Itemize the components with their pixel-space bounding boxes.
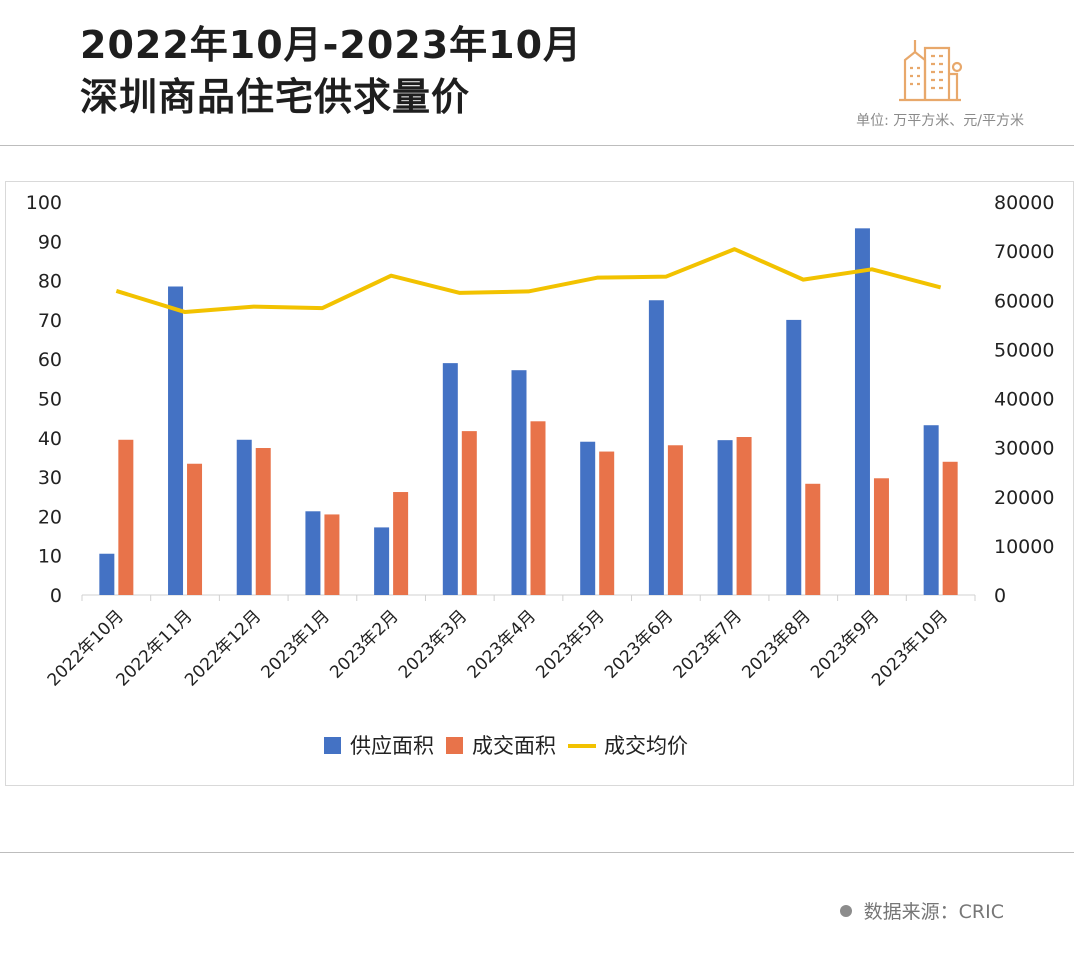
y-left-tick-label: 20: [38, 506, 62, 528]
y-left-tick-label: 70: [38, 310, 62, 332]
y-right-tick-label: 20000: [994, 487, 1054, 509]
y-right-tick-label: 40000: [994, 389, 1054, 411]
line-price: [115, 247, 942, 315]
bullet-icon: [839, 904, 852, 917]
legend-label: 成交面积: [472, 734, 556, 758]
unit-label: 单位: 万平方米、元/平方米: [856, 113, 1024, 129]
x-tick-label: 2023年4月: [464, 606, 540, 682]
y-left-tick-label: 60: [38, 349, 62, 371]
y-left-tick-label: 50: [38, 389, 62, 411]
legend-swatch-deal: [446, 737, 463, 754]
bar-supply: [442, 363, 458, 595]
x-tick-label: 2023年6月: [601, 606, 677, 682]
bar-deal: [118, 439, 134, 595]
legend-label: 供应面积: [350, 734, 434, 758]
chart-title-line1: 2022年10月-2023年10月: [80, 23, 583, 67]
y-right-tick-label: 0: [994, 585, 1006, 607]
source-label: 数据来源：CRIC: [863, 901, 1004, 923]
bar-deal: [873, 478, 889, 595]
y-left-tick-label: 30: [38, 467, 62, 489]
bar-deal: [667, 445, 683, 595]
bar-deal: [393, 492, 409, 595]
y-left-tick-label: 10: [38, 546, 62, 568]
chart-title-line2: 深圳商品住宅供求量价: [80, 75, 471, 119]
bar-deal: [736, 437, 752, 595]
bar-deal: [461, 431, 477, 595]
bar-supply: [236, 439, 252, 595]
y-left-tick-label: 0: [50, 585, 62, 607]
legend-swatch-supply: [324, 737, 341, 754]
bar-deal: [324, 514, 340, 595]
x-tick-label: 2023年5月: [532, 606, 608, 682]
bar-deal: [187, 463, 203, 595]
legend-label: 成交均价: [604, 734, 688, 758]
bar-supply: [168, 286, 184, 595]
x-tick-label: 2023年7月: [670, 606, 746, 682]
bar-supply: [511, 370, 527, 595]
data-source: 数据来源：CRIC: [839, 897, 1004, 924]
y-right-tick-label: 70000: [994, 241, 1054, 263]
combo-chart: 0 10 20 30 40 50 60 70 80 90 100 0 10000 20000 30000 40…: [26, 192, 1055, 758]
bar-supply: [854, 228, 870, 595]
building-icon: [895, 34, 965, 104]
bar-supply: [923, 425, 939, 595]
bar-deal: [255, 448, 271, 595]
footer-divider: [0, 852, 1074, 853]
bar-supply: [648, 300, 664, 595]
bar-deal: [530, 421, 546, 595]
y-right-tick-label: 30000: [994, 438, 1054, 460]
bar-supply: [99, 553, 115, 595]
y-right-tick-label: 60000: [994, 290, 1054, 312]
bar-supply: [786, 319, 802, 595]
y-left-tick-label: 40: [38, 428, 62, 450]
x-tick-label: 2023年3月: [395, 606, 471, 682]
bar-deal: [599, 451, 615, 595]
bar-supply: [717, 440, 733, 595]
y-right-tick-label: 10000: [994, 536, 1054, 558]
bar-supply: [580, 441, 596, 595]
y-left-tick-label: 90: [38, 231, 62, 253]
y-left-tick-label: 80: [38, 271, 62, 293]
x-tick-label: 2023年8月: [738, 606, 814, 682]
bar-supply: [374, 527, 390, 595]
chart-panel: 0 10 20 30 40 50 60 70 80 90 100 0 10000 20000 30000 40…: [5, 181, 1074, 786]
y-right-tick-label: 50000: [994, 339, 1054, 361]
x-tick-label: 2023年2月: [326, 606, 402, 682]
y-right-tick-label: 80000: [994, 192, 1054, 214]
bar-deal: [942, 461, 958, 595]
header-divider: [0, 145, 1074, 146]
x-tick-label: 2023年1月: [258, 606, 334, 682]
bar-supply: [305, 511, 321, 595]
bar-deal: [805, 483, 821, 595]
y-left-tick-label: 100: [26, 192, 62, 214]
